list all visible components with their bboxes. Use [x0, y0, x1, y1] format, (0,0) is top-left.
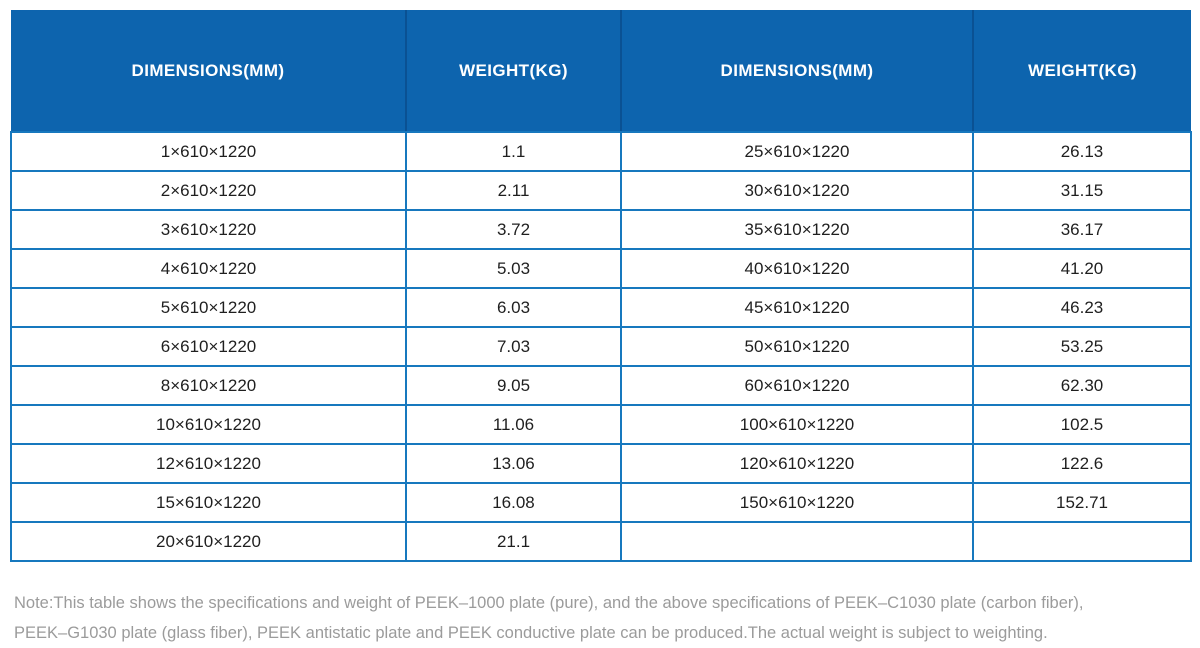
dimensions-cell: 20×610×1220 — [10, 521, 407, 562]
table-body: 1×610×1220 1.1 25×610×1220 26.13 2×610×1220 2… — [10, 131, 1192, 562]
weight-cell: 21.1 — [405, 521, 622, 562]
weight-cell: 102.5 — [972, 404, 1192, 445]
dimensions-cell: 5×610×1220 — [10, 287, 407, 328]
weight-cell — [972, 521, 1192, 562]
header-row: DIMENSIONS(MM) WEIGHT(KG) DIMENSIONS(MM)… — [11, 10, 1191, 133]
column-header-dimensions-right: DIMENSIONS(MM) — [621, 10, 974, 133]
dimensions-cell: 12×610×1220 — [10, 443, 407, 484]
table-row: 15×610×1220 16.08 150×610×1220 152.71 — [10, 482, 1192, 523]
weight-cell: 1.1 — [405, 131, 622, 172]
table-row: 8×610×1220 9.05 60×610×1220 62.30 — [10, 365, 1192, 406]
weight-cell: 26.13 — [972, 131, 1192, 172]
dimensions-cell: 60×610×1220 — [620, 365, 974, 406]
weight-cell: 7.03 — [405, 326, 622, 367]
table-row: 4×610×1220 5.03 40×610×1220 41.20 — [10, 248, 1192, 289]
dimensions-cell: 45×610×1220 — [620, 287, 974, 328]
dimensions-cell: 100×610×1220 — [620, 404, 974, 445]
dimensions-cell: 35×610×1220 — [620, 209, 974, 250]
dimensions-cell: 25×610×1220 — [620, 131, 974, 172]
column-header-weight-left: WEIGHT(KG) — [406, 10, 622, 133]
dimensions-cell: 120×610×1220 — [620, 443, 974, 484]
table-row: 6×610×1220 7.03 50×610×1220 53.25 — [10, 326, 1192, 367]
dimensions-cell: 50×610×1220 — [620, 326, 974, 367]
weight-cell: 46.23 — [972, 287, 1192, 328]
spec-table: DIMENSIONS(MM) WEIGHT(KG) DIMENSIONS(MM)… — [10, 10, 1192, 562]
column-header-weight-right: WEIGHT(KG) — [973, 10, 1191, 133]
table-row: 3×610×1220 3.72 35×610×1220 36.17 — [10, 209, 1192, 250]
dimensions-cell: 2×610×1220 — [10, 170, 407, 211]
table-row: 20×610×1220 21.1 — [10, 521, 1192, 562]
table-row: 10×610×1220 11.06 100×610×1220 102.5 — [10, 404, 1192, 445]
weight-cell: 16.08 — [405, 482, 622, 523]
weight-cell: 41.20 — [972, 248, 1192, 289]
weight-cell: 13.06 — [405, 443, 622, 484]
column-header-dimensions-left: DIMENSIONS(MM) — [11, 10, 407, 133]
weight-cell: 5.03 — [405, 248, 622, 289]
weight-cell: 152.71 — [972, 482, 1192, 523]
dimensions-cell: 30×610×1220 — [620, 170, 974, 211]
dimensions-cell: 4×610×1220 — [10, 248, 407, 289]
dimensions-cell: 10×610×1220 — [10, 404, 407, 445]
dimensions-cell: 150×610×1220 — [620, 482, 974, 523]
dimensions-cell — [620, 521, 974, 562]
note-line-1: Note:This table shows the specifications… — [14, 594, 1084, 612]
weight-cell: 53.25 — [972, 326, 1192, 367]
weight-cell: 62.30 — [972, 365, 1192, 406]
table-row: 1×610×1220 1.1 25×610×1220 26.13 — [10, 131, 1192, 172]
weight-cell: 31.15 — [972, 170, 1192, 211]
dimensions-cell: 8×610×1220 — [10, 365, 407, 406]
note-text: Note:This table shows the specifications… — [14, 588, 1186, 648]
table-header: DIMENSIONS(MM) WEIGHT(KG) DIMENSIONS(MM)… — [11, 10, 1191, 133]
table-row: 2×610×1220 2.11 30×610×1220 31.15 — [10, 170, 1192, 211]
weight-cell: 11.06 — [405, 404, 622, 445]
weight-cell: 3.72 — [405, 209, 622, 250]
dimensions-cell: 6×610×1220 — [10, 326, 407, 367]
weight-cell: 2.11 — [405, 170, 622, 211]
weight-cell: 6.03 — [405, 287, 622, 328]
dimensions-cell: 1×610×1220 — [10, 131, 407, 172]
note-line-2: PEEK–G1030 plate (glass fiber), PEEK ant… — [14, 624, 1048, 642]
weight-cell: 122.6 — [972, 443, 1192, 484]
table-row: 5×610×1220 6.03 45×610×1220 46.23 — [10, 287, 1192, 328]
weight-cell: 9.05 — [405, 365, 622, 406]
dimensions-cell: 15×610×1220 — [10, 482, 407, 523]
weight-cell: 36.17 — [972, 209, 1192, 250]
dimensions-cell: 40×610×1220 — [620, 248, 974, 289]
dimensions-cell: 3×610×1220 — [10, 209, 407, 250]
table-row: 12×610×1220 13.06 120×610×1220 122.6 — [10, 443, 1192, 484]
